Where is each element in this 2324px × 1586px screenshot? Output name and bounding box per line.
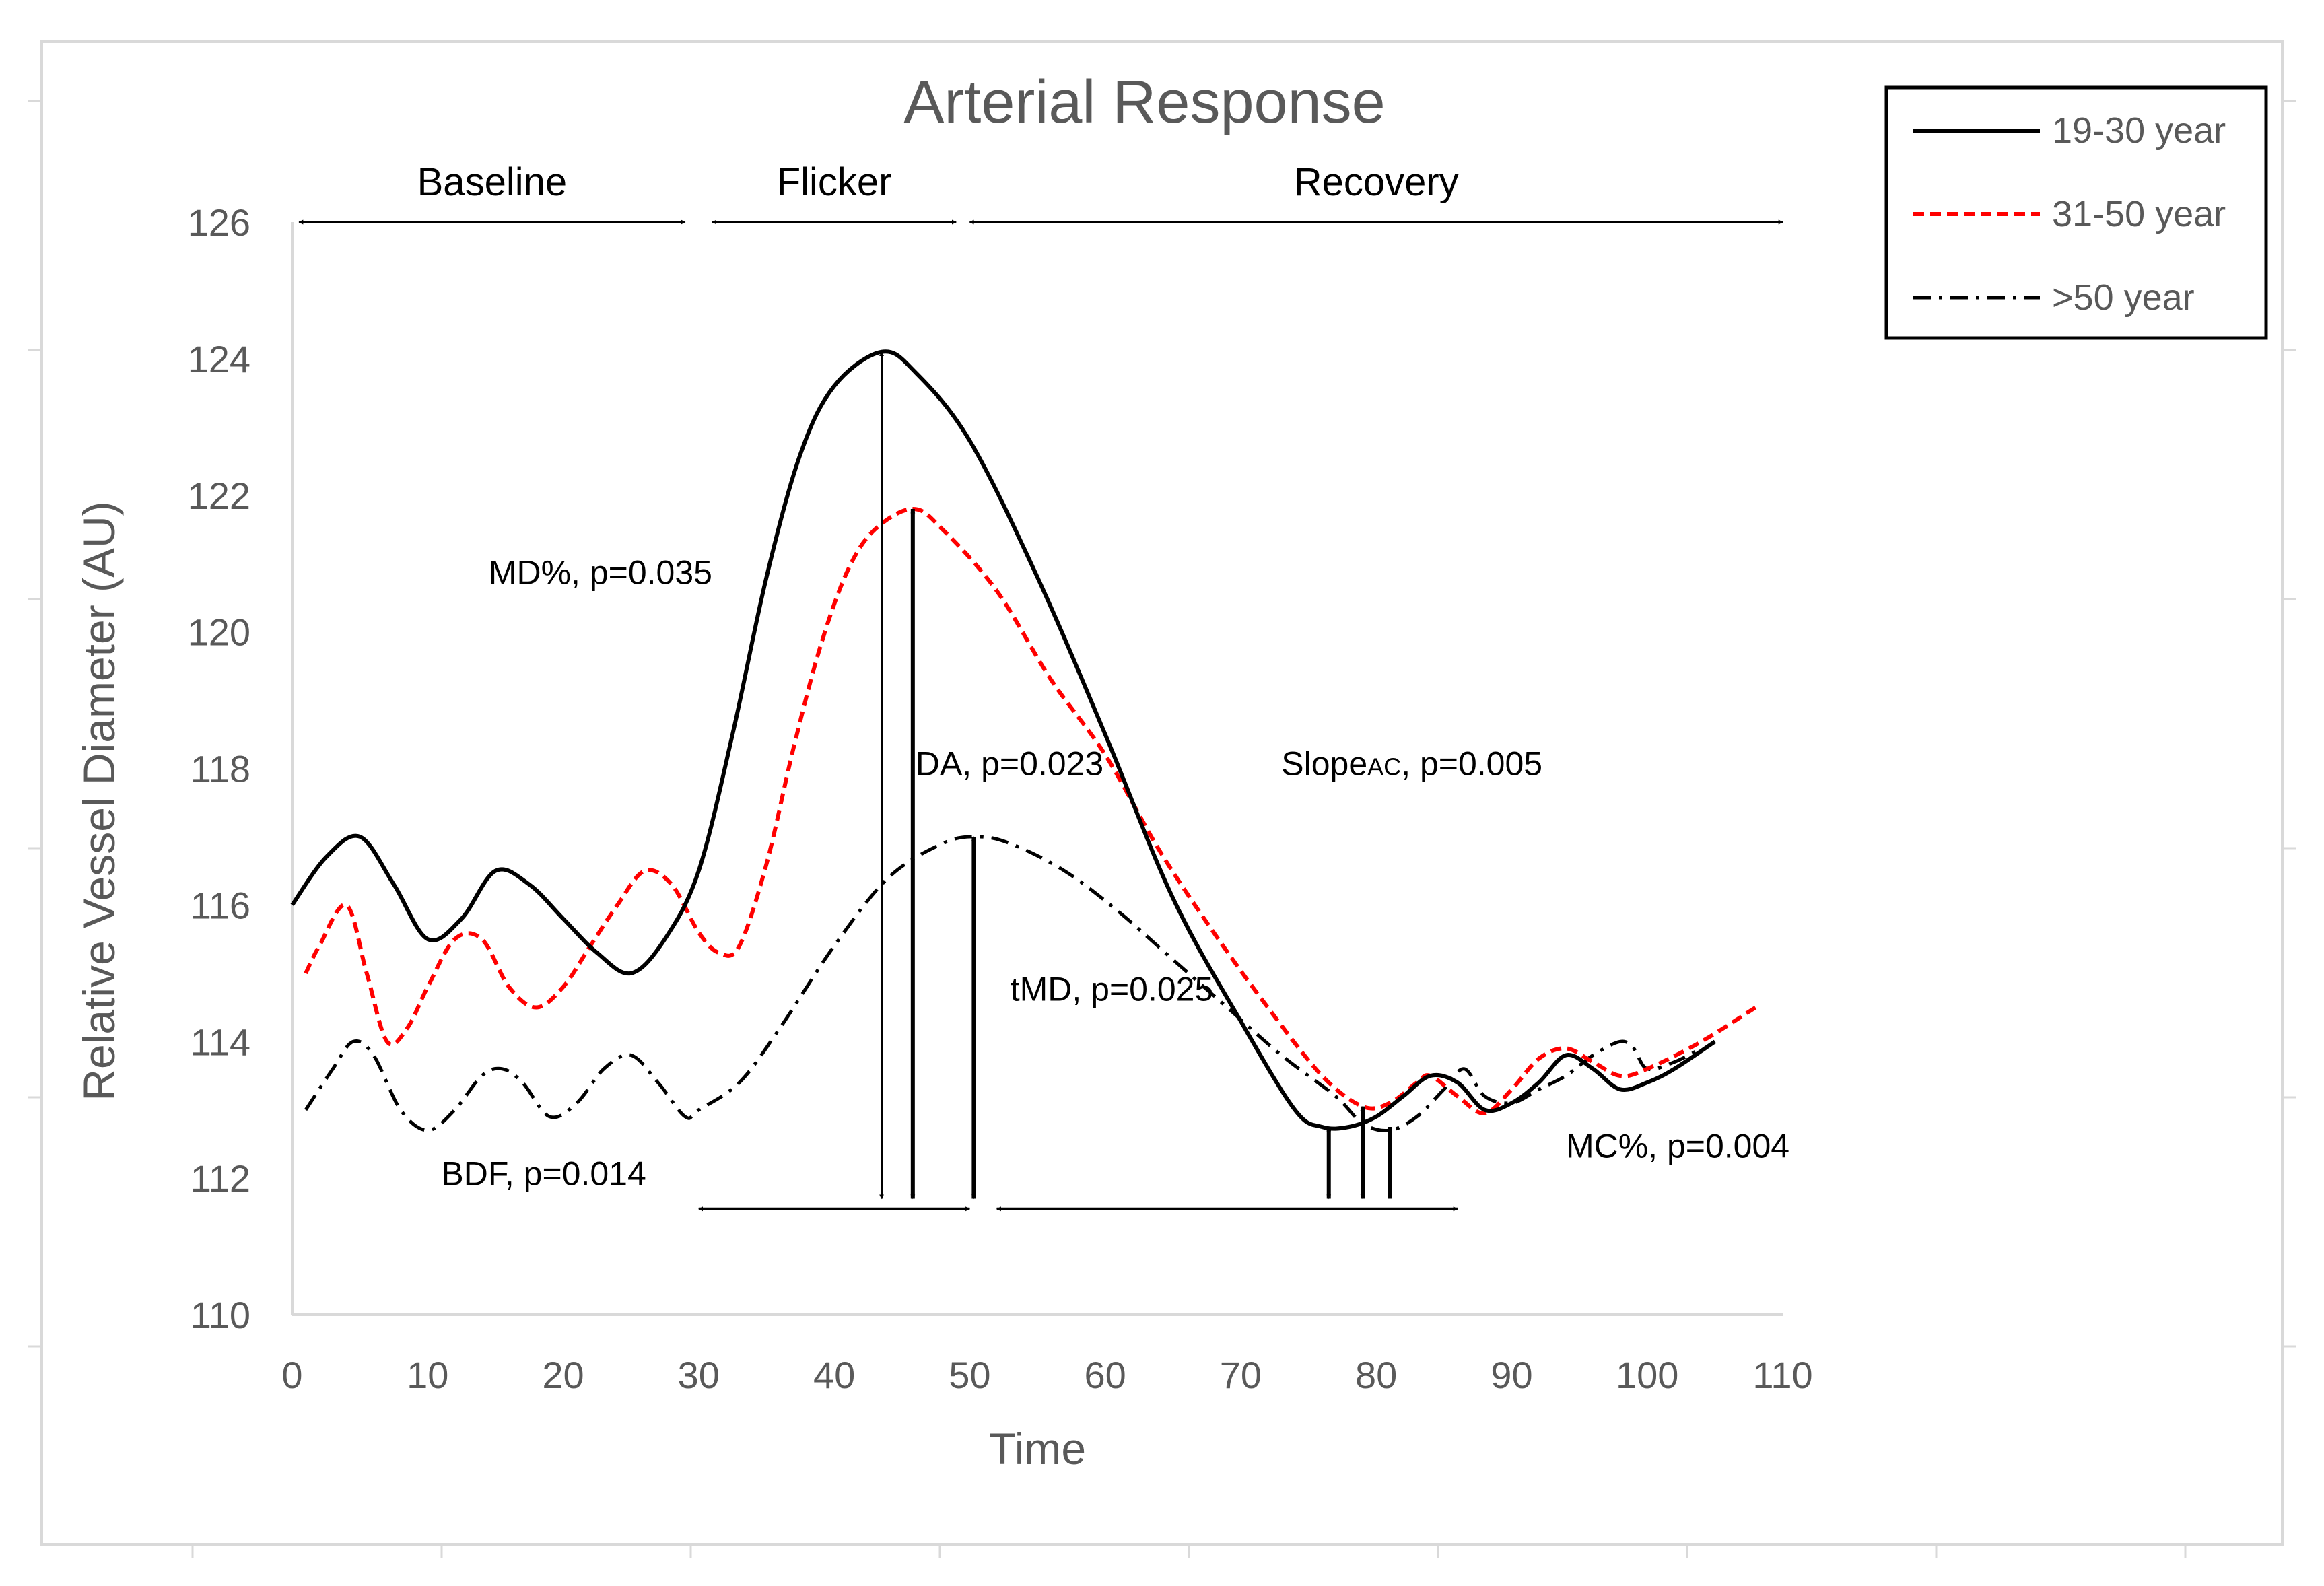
series-line-over-50 <box>304 835 1703 1132</box>
x-tick-label: 0 <box>281 1354 302 1396</box>
x-tick-label: 30 <box>678 1354 720 1396</box>
y-axis-label: Relative Vessel Diameter (AU) <box>74 501 124 1101</box>
x-tick-labels: 0 10 20 30 40 50 60 70 80 90 100 110 <box>281 1354 1812 1396</box>
slope-subscript: AC <box>1367 753 1401 781</box>
annotation-label: tMD, p=0.025 <box>1011 970 1214 1008</box>
annotation-labels: MD%, p=0.035 DA, p=0.023 tMD, p=0.025 BDF, … <box>441 554 1789 1193</box>
y-tick-label: 118 <box>191 748 250 790</box>
series-line-31-50 <box>304 507 1757 1115</box>
annotation-label: DA, p=0.023 <box>916 745 1103 783</box>
y-tick-label: 120 <box>188 611 250 654</box>
annotation-label: MC%, p=0.004 <box>1566 1128 1789 1165</box>
x-tick-label: 100 <box>1616 1354 1678 1396</box>
x-axis-label: Time <box>989 1424 1086 1474</box>
y-tick-label: 124 <box>188 338 250 380</box>
slope-main-text: Slope <box>1281 745 1367 783</box>
phase-label: Recovery <box>1294 160 1459 204</box>
x-tick-label: 110 <box>1752 1354 1812 1396</box>
y-tick-label: 116 <box>191 884 250 926</box>
annotation-label-slope: SlopeAC, p=0.005 <box>1281 745 1542 783</box>
y-tick-label: 114 <box>191 1021 250 1063</box>
y-tick-label: 112 <box>191 1157 250 1200</box>
y-tick-label: 110 <box>191 1294 250 1336</box>
x-tick-label: 10 <box>407 1354 448 1396</box>
x-tick-label: 90 <box>1491 1354 1532 1396</box>
x-tick-label: 40 <box>813 1354 855 1396</box>
y-tick-labels: 110 112 114 116 118 120 122 124 126 <box>188 201 250 1336</box>
annotation-label: BDF, p=0.014 <box>441 1154 646 1192</box>
legend: 19-30 year 31-50 year >50 year <box>1884 85 2268 340</box>
phase-labels: Baseline Flicker Recovery <box>298 160 1783 225</box>
x-tick-label: 80 <box>1355 1354 1397 1396</box>
phase-label: Flicker <box>777 160 892 204</box>
annotation-arrows <box>698 351 1458 1212</box>
annotation-label: MD%, p=0.035 <box>489 554 712 592</box>
y-tick-label: 122 <box>188 475 250 517</box>
outer-tick-marks <box>28 100 2296 1558</box>
series-line-19-30 <box>290 349 1717 1131</box>
x-tick-label: 50 <box>949 1354 990 1396</box>
chart-title: Arterial Response <box>903 69 1385 136</box>
x-tick-label: 60 <box>1084 1354 1126 1396</box>
legend-label-19-30: 19-30 year <box>2052 110 2226 151</box>
x-tick-label: 70 <box>1220 1354 1262 1396</box>
y-tick-label: 126 <box>188 201 250 244</box>
x-tick-label: 20 <box>542 1354 584 1396</box>
legend-label-over-50: >50 year <box>2052 277 2195 318</box>
legend-label-31-50: 31-50 year <box>2052 194 2226 234</box>
phase-label: Baseline <box>417 160 567 204</box>
slope-p-value: , p=0.005 <box>1401 745 1542 783</box>
series-lines <box>290 349 1757 1132</box>
